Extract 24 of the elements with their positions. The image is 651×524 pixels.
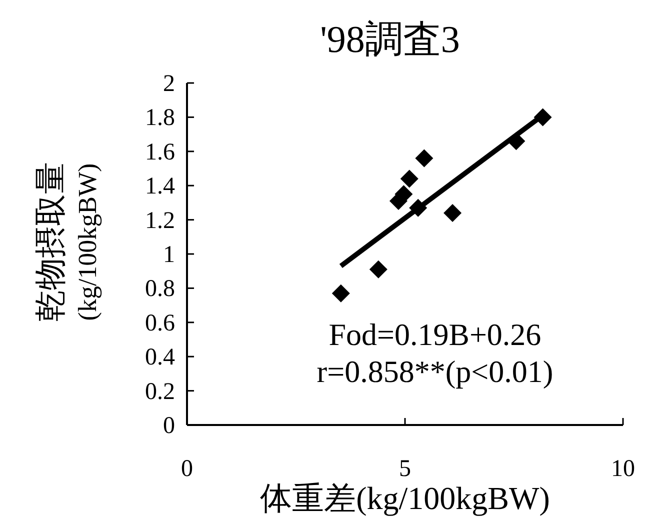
title: '98調査3 <box>320 19 460 61</box>
y-tick-label: 0.6 <box>145 310 175 336</box>
x-tick-label: 5 <box>399 456 411 482</box>
annotation: r=0.858**(p<0.01) <box>316 354 554 389</box>
ylabel: 乾物摂取量(kg/100kgBW) <box>32 162 102 322</box>
y-tick-label: 0.8 <box>145 276 175 302</box>
y-tick-label: 0.2 <box>145 378 175 405</box>
x-tick-label: 0 <box>181 456 193 482</box>
y-tick-label: 1 <box>163 242 175 268</box>
x-tick-label: 10 <box>611 456 635 482</box>
y-tick-label: 1.6 <box>145 139 175 166</box>
y-tick-label: 1.8 <box>145 105 175 132</box>
y-tick-label: 1.4 <box>145 174 175 200</box>
y-tick-label: 0.4 <box>145 344 175 371</box>
y-tick-label: 0 <box>163 413 175 439</box>
point <box>332 284 350 302</box>
xlabel: 体重差(kg/100kgBW) <box>260 480 550 516</box>
annotation: Fod=0.19B+0.26 <box>328 317 542 352</box>
y-tick-label: 2 <box>163 71 175 97</box>
y-tick-label: 1.2 <box>145 208 175 234</box>
point <box>444 204 462 222</box>
point <box>369 260 388 278</box>
point <box>415 149 434 168</box>
point <box>400 170 418 188</box>
